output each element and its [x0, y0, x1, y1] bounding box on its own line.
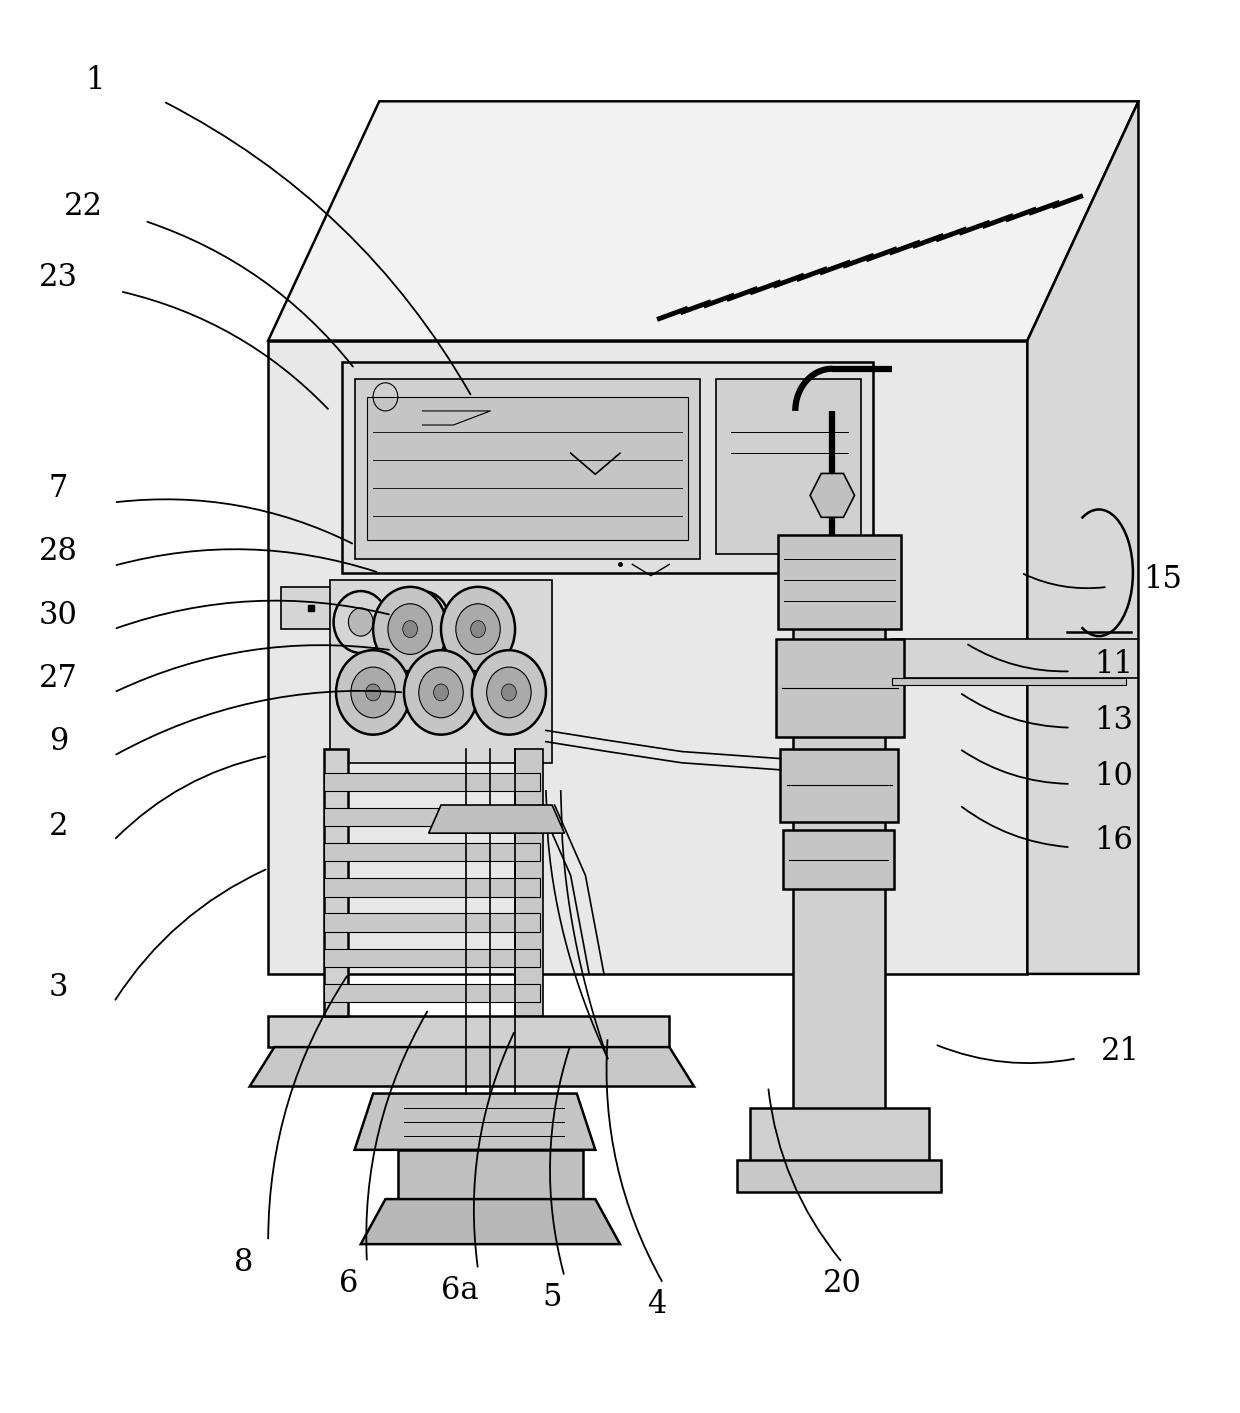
- Text: 7: 7: [48, 473, 68, 504]
- Text: 4: 4: [647, 1289, 667, 1320]
- Polygon shape: [342, 362, 873, 572]
- Text: 13: 13: [1094, 705, 1133, 736]
- Polygon shape: [782, 831, 894, 889]
- Polygon shape: [268, 1016, 670, 1047]
- Polygon shape: [775, 639, 904, 738]
- Circle shape: [410, 608, 435, 636]
- Polygon shape: [738, 1160, 941, 1193]
- Circle shape: [471, 620, 485, 637]
- Polygon shape: [324, 773, 539, 791]
- Text: 6: 6: [339, 1267, 358, 1299]
- Polygon shape: [324, 913, 539, 931]
- Circle shape: [396, 591, 450, 653]
- Polygon shape: [324, 808, 539, 827]
- Text: 30: 30: [38, 599, 78, 630]
- Polygon shape: [324, 749, 348, 1016]
- Polygon shape: [892, 639, 1138, 678]
- Circle shape: [334, 591, 388, 653]
- Text: 22: 22: [63, 191, 103, 222]
- Circle shape: [486, 667, 531, 718]
- Text: 16: 16: [1095, 825, 1133, 856]
- Polygon shape: [792, 537, 885, 1115]
- Circle shape: [441, 586, 515, 671]
- Polygon shape: [810, 473, 854, 517]
- Text: 27: 27: [38, 663, 78, 694]
- Circle shape: [404, 650, 479, 735]
- Polygon shape: [429, 805, 564, 834]
- Circle shape: [348, 608, 373, 636]
- Circle shape: [419, 667, 464, 718]
- Polygon shape: [717, 379, 861, 554]
- Circle shape: [336, 650, 410, 735]
- Text: 23: 23: [38, 261, 78, 292]
- Polygon shape: [1028, 102, 1138, 974]
- Polygon shape: [355, 1094, 595, 1150]
- Text: 20: 20: [823, 1267, 862, 1299]
- Polygon shape: [330, 579, 552, 763]
- Text: 5: 5: [542, 1282, 562, 1313]
- Polygon shape: [280, 586, 336, 629]
- Polygon shape: [515, 749, 543, 1016]
- Polygon shape: [355, 379, 701, 558]
- Polygon shape: [324, 983, 539, 1002]
- Text: 10: 10: [1095, 762, 1133, 793]
- Polygon shape: [892, 678, 1126, 685]
- Text: 21: 21: [1100, 1036, 1140, 1067]
- Polygon shape: [398, 1150, 583, 1200]
- Polygon shape: [361, 1200, 620, 1243]
- Polygon shape: [268, 341, 1028, 974]
- Text: 15: 15: [1143, 564, 1183, 595]
- Text: 6a: 6a: [440, 1275, 479, 1306]
- Circle shape: [403, 620, 418, 637]
- Polygon shape: [324, 879, 539, 896]
- Polygon shape: [324, 948, 539, 966]
- Polygon shape: [780, 749, 898, 822]
- Circle shape: [366, 684, 381, 701]
- Text: 28: 28: [38, 536, 78, 567]
- Text: 8: 8: [234, 1246, 253, 1277]
- Text: 2: 2: [48, 811, 68, 842]
- Polygon shape: [777, 534, 901, 629]
- Polygon shape: [750, 1108, 929, 1164]
- Text: 1: 1: [86, 65, 105, 96]
- Polygon shape: [268, 102, 1138, 341]
- Text: 9: 9: [48, 726, 68, 757]
- Polygon shape: [367, 397, 688, 540]
- Circle shape: [501, 684, 516, 701]
- Circle shape: [456, 603, 500, 654]
- Circle shape: [373, 586, 448, 671]
- Circle shape: [388, 603, 433, 654]
- Polygon shape: [249, 1047, 694, 1087]
- Circle shape: [351, 667, 396, 718]
- Text: 11: 11: [1094, 649, 1133, 680]
- Text: 3: 3: [48, 972, 68, 1003]
- Circle shape: [472, 650, 546, 735]
- Polygon shape: [324, 844, 539, 862]
- Circle shape: [434, 684, 449, 701]
